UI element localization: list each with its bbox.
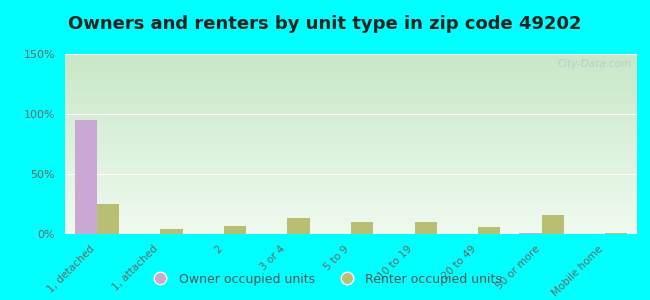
- Bar: [97, 204, 119, 234]
- Bar: [519, 233, 541, 234]
- Bar: [351, 222, 373, 234]
- Bar: [415, 222, 437, 234]
- Text: Owners and renters by unit type in zip code 49202: Owners and renters by unit type in zip c…: [68, 15, 582, 33]
- Bar: [478, 227, 500, 234]
- Text: City-Data.com: City-Data.com: [557, 59, 631, 69]
- Bar: [75, 120, 97, 234]
- Bar: [224, 226, 246, 234]
- Bar: [541, 215, 564, 234]
- Bar: [605, 233, 627, 234]
- Bar: [287, 218, 309, 234]
- Legend: Owner occupied units, Renter occupied units: Owner occupied units, Renter occupied un…: [143, 268, 507, 291]
- Bar: [161, 229, 183, 234]
